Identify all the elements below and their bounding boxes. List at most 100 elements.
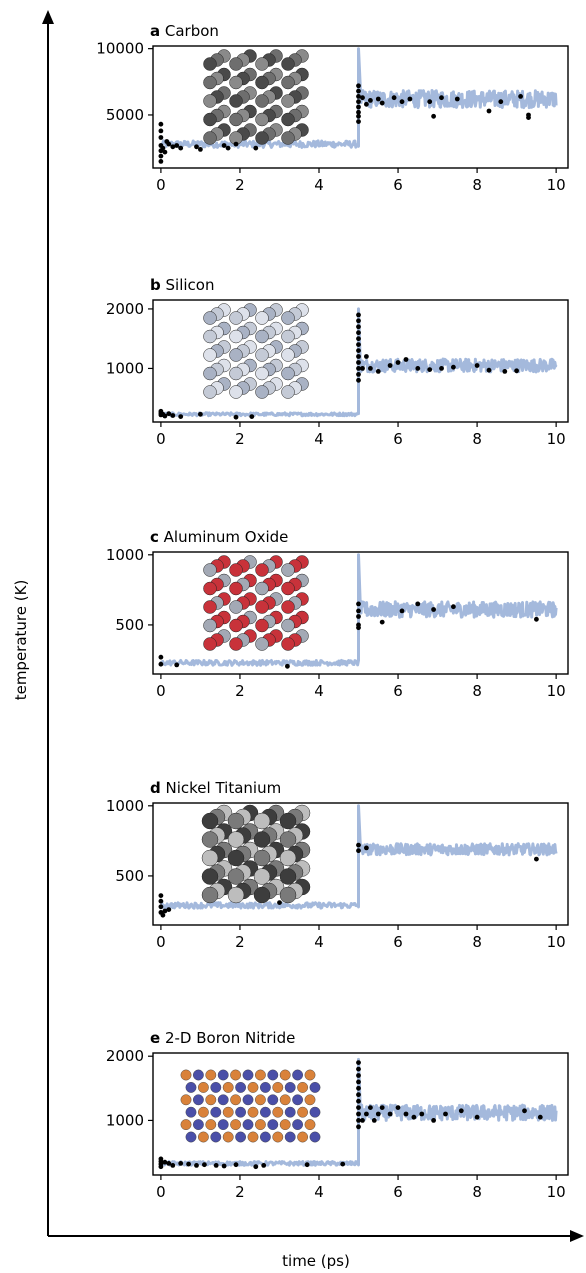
panel-title: c Aluminum Oxide [150, 528, 288, 546]
atom-sphere [227, 886, 245, 904]
atom-sphere [292, 1069, 303, 1081]
data-point [158, 135, 164, 140]
y-tick-label: 500 [115, 867, 144, 885]
panel-a: a Carbon 0 2 4 6 8 10 5000 10000 [96, 22, 569, 194]
atom-sphere [267, 1094, 279, 1106]
temperature-trace [159, 553, 558, 667]
atom-sphere [217, 1069, 229, 1081]
y-tick-label: 2000 [106, 1047, 144, 1065]
data-point [356, 614, 361, 619]
x-tick-label: 10 [547, 1183, 566, 1201]
data-point [186, 1161, 192, 1167]
data-point [158, 661, 164, 667]
atom-sphere [281, 112, 295, 127]
data-point [486, 367, 492, 373]
data-point [356, 601, 361, 607]
data-point [162, 1159, 168, 1165]
panel-title: b Silicon [150, 276, 214, 294]
atom-sphere [229, 366, 243, 381]
atom-sphere [230, 1069, 242, 1081]
atom-sphere [229, 75, 243, 90]
data-point [356, 312, 361, 318]
data-point [356, 83, 361, 89]
data-point [364, 1111, 369, 1117]
panel-letter: e [150, 1029, 160, 1047]
x-tick-label: 6 [393, 430, 403, 448]
data-point [439, 95, 444, 101]
atom-sphere [197, 1131, 209, 1143]
atom-sphere [222, 1131, 234, 1143]
x-tick-label: 8 [472, 176, 482, 194]
data-point [451, 604, 456, 610]
atom-sphere [205, 1119, 217, 1131]
x-tick-label: 4 [314, 1183, 324, 1201]
data-point [158, 121, 164, 127]
atom-sphere [304, 1094, 316, 1106]
atom-sphere [253, 886, 271, 904]
atom-sphere [292, 1094, 303, 1106]
atom-sphere [229, 329, 243, 344]
data-point [458, 1108, 464, 1114]
data-point [356, 366, 361, 371]
data-point [166, 141, 172, 147]
data-point [285, 663, 290, 669]
data-point [443, 1111, 448, 1117]
data-point [486, 108, 492, 114]
atom-sphere [279, 868, 297, 885]
atom-sphere [203, 581, 217, 596]
data-point [356, 1079, 361, 1085]
x-axis-label: time (ps) [282, 1252, 350, 1270]
atom-sphere [281, 75, 295, 90]
data-point [356, 330, 361, 336]
data-point [253, 1164, 259, 1170]
data-point [474, 1114, 480, 1120]
atom-sphere [201, 886, 219, 904]
atom-sphere [229, 618, 243, 633]
data-point [403, 357, 409, 362]
data-point [399, 608, 405, 614]
panel-d: d Nickel Titanium 0 2 4 6 8 10 500 1000 [106, 779, 569, 951]
atom-sphere [203, 329, 217, 344]
atom-sphere [229, 57, 243, 71]
atom-sphere [279, 1119, 291, 1131]
y-tick-label: 500 [115, 616, 144, 634]
atom-sphere [304, 1069, 316, 1081]
data-point [356, 1098, 361, 1104]
atom-sphere [279, 886, 297, 904]
atom-sphere [281, 329, 295, 344]
atom-sphere [227, 831, 245, 848]
atom-sphere [255, 348, 269, 362]
x-tick-label: 6 [393, 682, 403, 700]
x-tick-label: 2 [235, 1183, 245, 1201]
structure-inset [203, 49, 309, 145]
data-point [356, 109, 361, 115]
atom-sphere [284, 1131, 296, 1143]
atom-sphere [242, 1094, 254, 1106]
data-point [379, 1105, 385, 1110]
structure-inset [201, 804, 311, 904]
atom-sphere [255, 57, 269, 71]
x-tick-label: 6 [393, 1183, 403, 1201]
atom-sphere [309, 1106, 321, 1118]
atom-sphere [229, 385, 243, 399]
data-point [356, 1118, 361, 1123]
atom-sphere [201, 849, 219, 867]
data-point [158, 654, 164, 660]
atom-sphere [297, 1131, 308, 1143]
panel-letter: d [150, 779, 161, 797]
data-point [356, 360, 361, 365]
atom-sphere [229, 94, 243, 108]
atom-sphere [255, 112, 269, 127]
data-point [249, 414, 255, 419]
data-point [158, 904, 164, 910]
data-point [160, 912, 166, 918]
data-point [356, 318, 361, 324]
panel-letter: b [150, 276, 161, 294]
data-point [356, 608, 361, 614]
data-point [368, 366, 373, 371]
atom-sphere [203, 75, 217, 90]
atom-sphere [210, 1106, 222, 1118]
atom-sphere [253, 868, 271, 885]
data-point [198, 411, 203, 417]
x-tick-label: 2 [235, 682, 245, 700]
